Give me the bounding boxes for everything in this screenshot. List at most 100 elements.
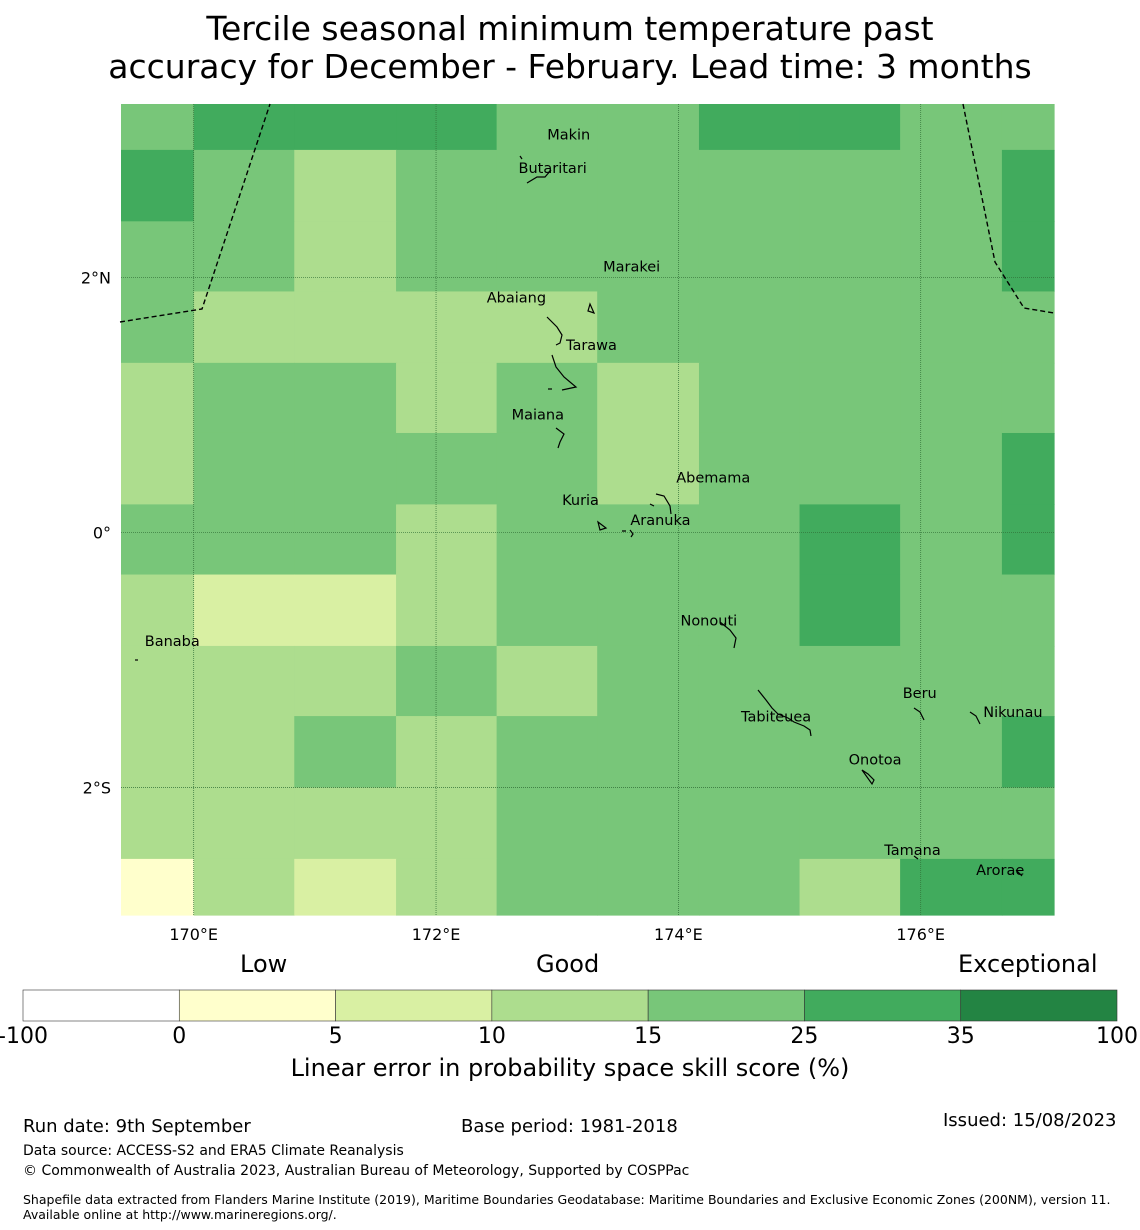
skill-cell xyxy=(1001,504,1055,576)
skill-cell xyxy=(396,787,498,860)
skill-cell xyxy=(1001,362,1055,434)
skill-cell xyxy=(193,574,295,647)
category-low-label: Low xyxy=(240,950,288,978)
island-label: Makin xyxy=(547,128,590,144)
skill-cell xyxy=(193,221,295,293)
skill-cell xyxy=(193,104,295,151)
skill-cell xyxy=(121,504,195,576)
graticule xyxy=(121,104,1054,915)
skill-cell xyxy=(396,221,498,293)
skill-cell xyxy=(193,432,295,505)
skill-cell xyxy=(698,432,801,505)
colorbar-tick-label: 15 xyxy=(634,1024,663,1049)
skill-cell xyxy=(900,574,1003,647)
colorbar-tick-label: 5 xyxy=(328,1024,343,1049)
skill-cell xyxy=(698,104,801,151)
skill-cell xyxy=(799,104,901,151)
skill-cell xyxy=(294,432,397,505)
skill-cell xyxy=(799,504,901,576)
skill-cell xyxy=(121,432,195,505)
title-line-2: accuracy for December - February. Lead t… xyxy=(108,47,1032,86)
colorbar-segment xyxy=(960,989,1118,1022)
skill-cell xyxy=(396,645,498,717)
skill-cell xyxy=(496,574,598,647)
skill-cell xyxy=(396,362,498,434)
island-label: Nikunau xyxy=(983,705,1042,721)
skill-cell xyxy=(396,858,498,916)
skill-cell xyxy=(698,574,801,647)
skill-cell xyxy=(900,858,1003,916)
skill-cell xyxy=(1001,432,1055,505)
skill-cell xyxy=(799,645,901,717)
skill-cell xyxy=(597,221,700,293)
colorbar xyxy=(22,989,1118,1022)
skill-cell xyxy=(121,221,195,293)
colorbar-tick-label: 35 xyxy=(946,1024,975,1049)
colorbar-tick-label: 10 xyxy=(477,1024,506,1049)
skill-cell xyxy=(121,291,195,364)
colorbar-segment xyxy=(647,989,805,1022)
skill-cell xyxy=(597,432,700,505)
skill-cell xyxy=(597,362,700,434)
skill-cell xyxy=(900,362,1003,434)
skill-cell xyxy=(1001,787,1055,860)
skill-cell xyxy=(294,362,397,434)
colorbar-segment xyxy=(804,989,962,1022)
skill-cell xyxy=(799,574,901,647)
skill-cell xyxy=(799,858,901,916)
colorbar-segment xyxy=(491,989,649,1022)
skill-cell xyxy=(698,291,801,364)
axis-labels: 170°E 172°E 174°E 176°E 2°N 0° 2°S xyxy=(81,268,945,944)
skill-cell xyxy=(698,149,801,222)
skill-cell xyxy=(698,645,801,717)
lat-tick-label: 2°N xyxy=(81,268,111,287)
colorbar-segment xyxy=(178,989,336,1022)
skill-cell xyxy=(1001,221,1055,293)
skill-cell xyxy=(900,432,1003,505)
skill-cell xyxy=(597,291,700,364)
skill-cell xyxy=(698,504,801,576)
skill-cell xyxy=(396,432,498,505)
skill-cell xyxy=(496,221,598,293)
colorbar-tick-label: -100 xyxy=(0,1024,48,1049)
skill-cell xyxy=(121,716,195,789)
skill-cell xyxy=(900,291,1003,364)
data-source: Data source: ACCESS-S2 and ERA5 Climate … xyxy=(23,1143,404,1159)
skill-cell xyxy=(1001,291,1055,364)
skill-cell xyxy=(193,645,295,717)
shapefile-credit: Shapefile data extracted from Flanders M… xyxy=(23,1192,1111,1222)
island-label: Aranuka xyxy=(630,513,690,529)
skill-cell xyxy=(1001,645,1055,717)
skill-cell xyxy=(294,787,397,860)
island-label: Banaba xyxy=(145,634,200,650)
skill-cell xyxy=(597,645,700,717)
skill-cell xyxy=(597,858,700,916)
island-label: Abaiang xyxy=(487,290,546,306)
skill-cell xyxy=(496,291,598,364)
colorbar-title: Linear error in probability space skill … xyxy=(290,1054,850,1082)
island-label: Tamana xyxy=(883,843,940,859)
skill-cell xyxy=(496,787,598,860)
skill-cell xyxy=(597,716,700,789)
skill-cell xyxy=(900,104,1003,151)
island-label: Tarawa xyxy=(565,338,617,354)
skill-cell xyxy=(294,645,397,717)
lon-tick-label: 174°E xyxy=(654,925,703,944)
issued-date: Issued: 15/08/2023 xyxy=(943,1110,1117,1131)
skill-cell xyxy=(900,221,1003,293)
skill-cell xyxy=(294,574,397,647)
skill-cell xyxy=(799,149,901,222)
skill-cell xyxy=(799,432,901,505)
island-label: Arorae xyxy=(976,863,1024,879)
skill-cell xyxy=(799,787,901,860)
colorbar-segment xyxy=(22,989,180,1022)
island-label: Onotoa xyxy=(849,753,902,769)
copyright: © Commonwealth of Australia 2023, Austra… xyxy=(23,1163,690,1179)
colorbar-tick-label: 25 xyxy=(790,1024,819,1049)
island-label: Nonouti xyxy=(680,613,737,629)
skill-cell xyxy=(193,504,295,576)
skill-cell xyxy=(121,645,195,717)
island-label: Maiana xyxy=(512,408,564,424)
skill-cell xyxy=(799,291,901,364)
skill-cell xyxy=(799,221,901,293)
